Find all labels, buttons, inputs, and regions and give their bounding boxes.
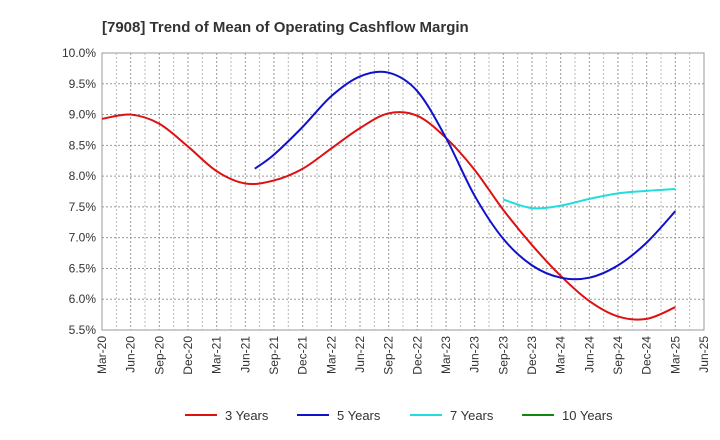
y-tick-label: 8.5% [69,138,97,152]
series-line-7-years [503,188,676,210]
x-tick-label: Jun-21 [238,336,252,373]
legend-label: 3 Years [225,408,269,423]
x-tick-label: Mar-22 [324,336,338,374]
x-tick-label: Dec-21 [296,336,310,375]
chart-title: [7908] Trend of Mean of Operating Cashfl… [102,19,469,36]
y-tick-label: 6.5% [69,261,97,275]
legend-label: 5 Years [337,408,381,423]
y-tick-label: 9.0% [69,108,97,122]
x-tick-label: Sep-22 [382,336,396,375]
x-tick-label: Dec-20 [181,336,195,375]
y-tick-label: 5.5% [69,323,97,337]
legend: 3 Years 5 Years 7 Years 10 Years [185,408,613,423]
legend-item-5-years: 5 Years [297,408,381,423]
y-tick-label: 9.5% [69,77,97,91]
x-tick-label: Mar-24 [554,336,568,374]
x-tick-label: Jun-22 [353,336,367,373]
series-line-5-years [254,70,677,281]
y-tick-label: 6.0% [69,292,97,306]
legend-item-3-years: 3 Years [185,408,269,423]
y-tick-label: 7.0% [69,231,97,245]
plot-area [101,52,705,331]
x-tick-label: Sep-23 [496,336,510,375]
x-tick-label: Dec-24 [640,336,654,375]
x-tick-label: Jun-23 [468,336,482,373]
grid [101,52,705,331]
x-tick-label: Jun-25 [697,336,711,373]
y-tick-label: 7.5% [69,200,97,214]
x-tick-label: Mar-25 [668,336,682,374]
legend-label: 10 Years [562,408,613,423]
legend-item-7-years: 7 Years [410,408,494,423]
x-tick-label: Jun-20 [124,336,138,373]
y-axis-ticks: 5.5% 6.0% 6.5% 7.0% 7.5% 8.0% 8.5% 9.0% 9.5% 10.0… [62,46,96,337]
x-tick-label: Sep-24 [611,336,625,375]
x-axis-ticks: Mar-20 Jun-20 Sep-20 Dec-20 Mar-21 Jun-21 Sep-… [95,336,711,375]
x-tick-label: Sep-20 [152,336,166,375]
series-lines [101,70,677,321]
x-tick-label: Sep-21 [267,336,281,375]
y-tick-label: 10.0% [62,46,96,60]
x-tick-label: Dec-23 [525,336,539,375]
series-line-3-years [101,111,676,321]
y-tick-label: 8.0% [69,169,97,183]
x-tick-label: Jun-24 [582,336,596,373]
legend-label: 7 Years [450,408,494,423]
x-tick-label: Dec-22 [410,336,424,375]
x-tick-label: Mar-21 [210,336,224,374]
legend-item-10-years: 10 Years [522,408,613,423]
x-tick-label: Mar-23 [439,336,453,374]
x-tick-label: Mar-20 [95,336,109,374]
